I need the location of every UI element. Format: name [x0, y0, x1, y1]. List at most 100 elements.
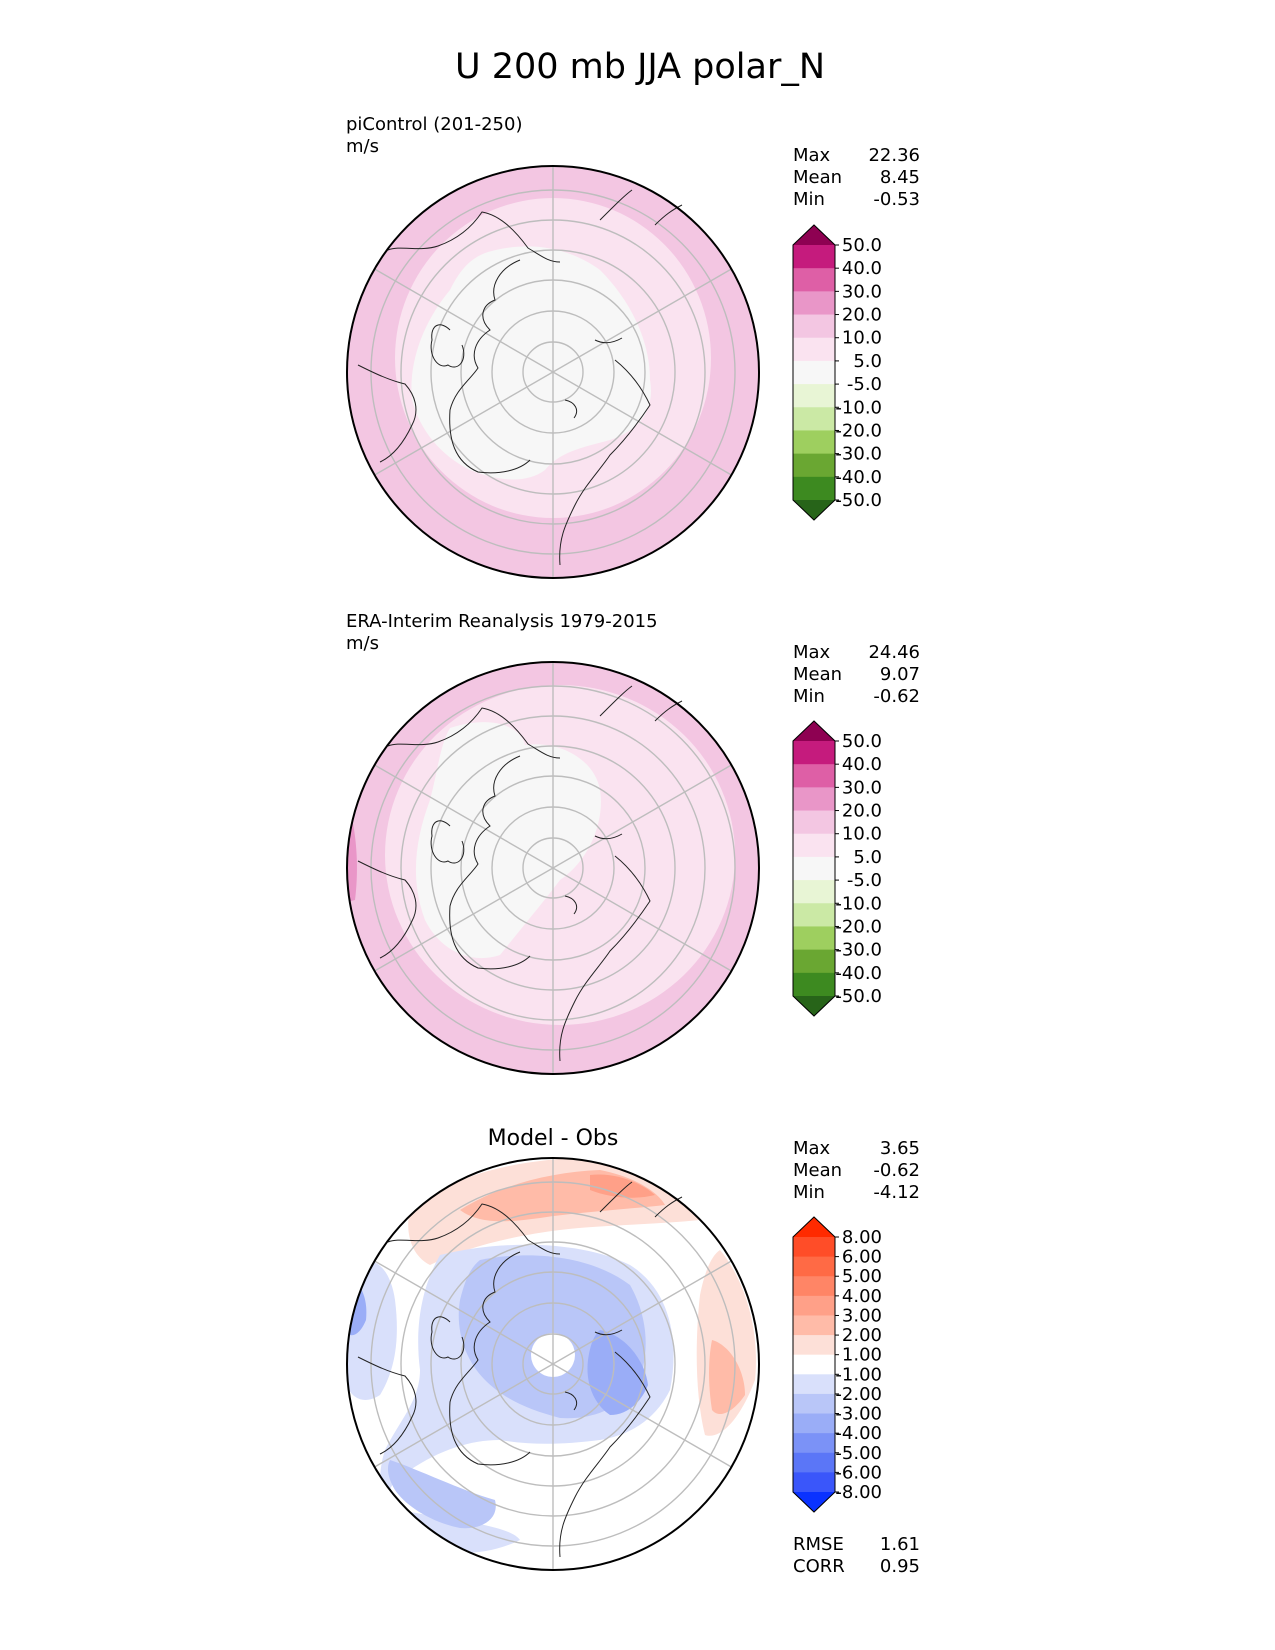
colorbar-label: -8.00: [835, 1482, 882, 1503]
metric-value: 0.95: [880, 1556, 920, 1577]
metric-value: 1.61: [880, 1534, 920, 1555]
stats-block: Max 3.65 Mean -0.62 Min -4.12: [793, 1138, 920, 1203]
colorbar-swatch: [793, 1393, 835, 1415]
map-coastlines: [357, 685, 683, 1062]
stat-label: Min: [793, 189, 825, 210]
colorbar-label: -10.0: [835, 893, 882, 914]
colorbar-swatch: [793, 903, 835, 927]
colorbar-swatch: [793, 949, 835, 974]
colorbar-label: 40.0: [842, 258, 882, 279]
map-field-negative-core: [587, 1330, 648, 1415]
colorbar-label: 10.0: [842, 328, 882, 349]
map-field-core: [415, 722, 601, 959]
colorbar-label: -10.0: [835, 397, 882, 418]
map-coastlines: [357, 1181, 683, 1558]
panel-units: m/s: [346, 633, 379, 654]
stat-value: -0.62: [873, 1160, 920, 1181]
colorbar-label: -30.0: [835, 940, 882, 961]
colorbar-label: 10.0: [842, 824, 882, 845]
map-coastlines: [357, 189, 683, 566]
colorbar-label: -20.0: [835, 420, 882, 441]
colorbar-swatch: [793, 314, 835, 339]
colorbar-label: -5.0: [847, 870, 882, 891]
colorbar-swatch: [793, 1295, 835, 1316]
colorbar-extend-bottom: [793, 500, 835, 520]
colorbar-swatch: [793, 453, 835, 478]
colorbar-label: -4.00: [835, 1423, 882, 1444]
stat-label: Max: [793, 145, 831, 166]
colorbar-label: 1.00: [842, 1345, 882, 1366]
colorbar-extend-top: [793, 225, 835, 245]
stat-value: 9.07: [880, 664, 920, 685]
colorbar-extend-top: [793, 1217, 835, 1237]
colorbar-swatch: [793, 1472, 835, 1493]
metric-label: RMSE: [793, 1534, 844, 1555]
map-field-positive-east-strong: [709, 1340, 745, 1415]
colorbar-swatch: [793, 360, 835, 385]
stat-label: Max: [793, 642, 831, 663]
map-graticule: [370, 1158, 736, 1570]
colorbar-label: 6.00: [842, 1247, 882, 1268]
colorbar-label: -6.00: [835, 1462, 882, 1483]
colorbar-label: -2.00: [835, 1384, 882, 1405]
colorbar-label: -30.0: [835, 444, 882, 465]
colorbar-swatch: [793, 1452, 835, 1473]
colorbar-swatch: [793, 1276, 835, 1297]
colorbar-extend-top: [793, 721, 835, 741]
colorbar-swatch: [793, 1237, 835, 1258]
colorbar-swatch: [793, 245, 835, 269]
colorbar-swatch: [793, 833, 835, 858]
colorbar-label: 30.0: [842, 281, 882, 302]
colorbar-label: 50.0: [842, 731, 882, 752]
colorbar-swatch: [793, 1256, 835, 1277]
metric-label: CORR: [793, 1556, 845, 1577]
panel-units: m/s: [346, 136, 379, 157]
panel-title: Model - Obs: [488, 1126, 619, 1151]
colorbar-label: -40.0: [835, 963, 882, 984]
polar-map: [346, 1157, 760, 1571]
colorbar-swatch: [793, 810, 835, 835]
colorbar-label: 5.0: [853, 847, 882, 868]
colorbar-swatch: [793, 1354, 835, 1375]
colorbar-label: 5.0: [853, 351, 882, 372]
stats-block: Max 24.46 Mean 9.07 Min -0.62: [793, 642, 920, 707]
map-field-positive-peak: [590, 1174, 655, 1198]
colorbar-swatch: [793, 291, 835, 316]
stat-label: Mean: [793, 167, 842, 188]
stat-label: Min: [793, 686, 825, 707]
figure-title: U 200 mb JJA polar_N: [455, 47, 825, 87]
stat-label: Max: [793, 1138, 831, 1159]
colorbar-label: -5.0: [847, 374, 882, 395]
colorbar-swatch: [793, 1335, 835, 1356]
colorbar-extend-bottom: [793, 1492, 835, 1512]
panel-title: piControl (201-250): [346, 114, 522, 135]
colorbar-swatch: [793, 1374, 835, 1395]
colorbar-label: -20.0: [835, 916, 882, 937]
colorbar-swatch: [793, 787, 835, 812]
colorbar-swatch: [793, 741, 835, 765]
colorbar-label: -50.0: [835, 490, 882, 511]
metrics-block: RMSE 1.61 CORR 0.95: [793, 1534, 920, 1577]
colorbar: 50.040.030.0 20.010.05.0-5.0-10.0-20.0 -30…: [792, 224, 882, 521]
colorbar-label: 50.0: [842, 235, 882, 256]
colorbar-swatch: [793, 384, 835, 408]
colorbar-label: -40.0: [835, 467, 882, 488]
colorbar-swatch: [793, 430, 835, 455]
colorbar-swatch: [793, 268, 835, 292]
colorbar-swatch: [793, 856, 835, 881]
stat-value: -4.12: [873, 1182, 920, 1203]
colorbar-label: -50.0: [835, 986, 882, 1007]
polar-map: [346, 165, 760, 579]
colorbar: 50.040.030.0 20.010.05.0-5.0-10.0-20.0 -30…: [792, 720, 882, 1017]
map-boundary: [346, 1157, 760, 1571]
stat-value: 3.65: [880, 1138, 920, 1159]
panel-era-interim: ERA-Interim Reanalysis 1979-2015 m/s: [346, 611, 920, 1075]
colorbar-swatch: [793, 1413, 835, 1434]
colorbar-label: 20.0: [842, 305, 882, 326]
colorbar-swatch: [793, 1315, 835, 1336]
map-graticule: [370, 662, 736, 1074]
stat-value: 8.45: [880, 167, 920, 188]
map-field-strong: [347, 795, 357, 905]
colorbar-label: 30.0: [842, 777, 882, 798]
